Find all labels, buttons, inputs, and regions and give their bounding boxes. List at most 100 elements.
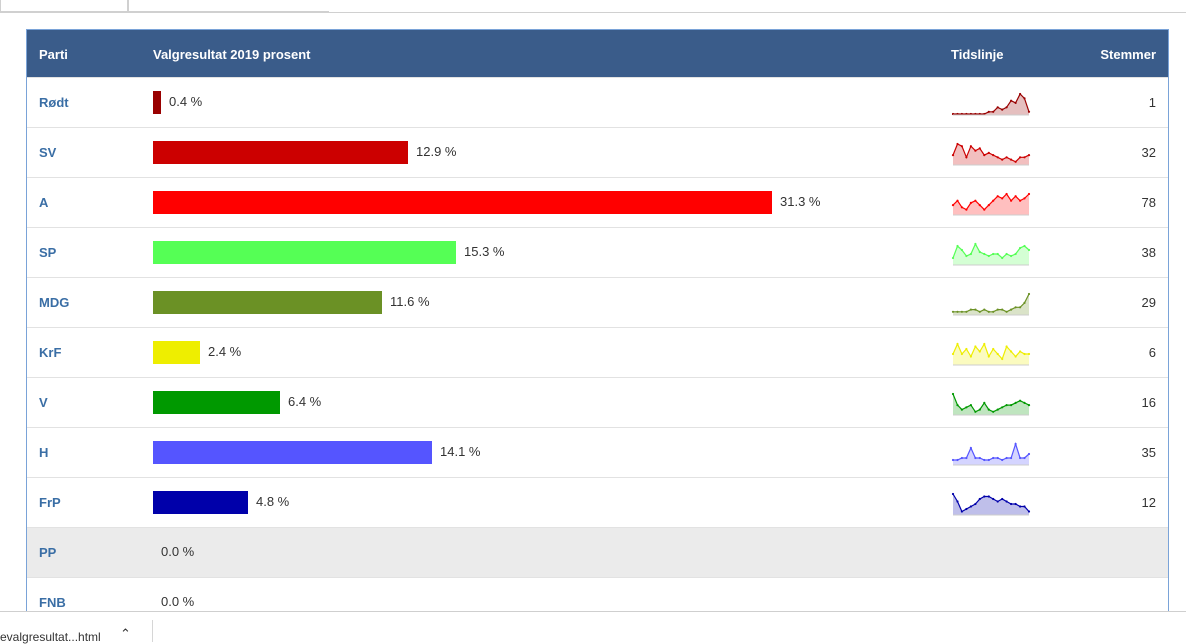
result-percent: 6.4 % [288, 394, 322, 409]
sparkline-point [1001, 357, 1004, 361]
sparkline-point [1010, 99, 1013, 102]
sparkline-point [992, 110, 995, 113]
sparkline-point [951, 204, 955, 207]
sparkline-point [992, 154, 995, 157]
sparkline-point [978, 147, 981, 150]
vote-count: 6 [1148, 345, 1156, 360]
party-link[interactable]: H [39, 445, 49, 460]
result-bar [153, 91, 161, 114]
tab-1[interactable] [0, 0, 128, 12]
sparkline-area [953, 444, 1029, 465]
party-link[interactable]: KrF [39, 345, 62, 360]
table-row: SP 15.3 % 38 [27, 227, 1168, 277]
sparkline-point [996, 500, 999, 503]
sparkline-point [1019, 246, 1022, 250]
timeline-sparkline [951, 92, 1031, 116]
sparkline-point [969, 355, 972, 358]
sparkline-point [1019, 350, 1022, 353]
sparkline-point [1010, 456, 1013, 460]
party-link[interactable]: SV [39, 145, 57, 160]
sparkline-point [1010, 254, 1013, 258]
party-link[interactable]: SP [39, 245, 57, 260]
party-link[interactable]: A [39, 195, 49, 210]
sparkline-point [1010, 199, 1013, 202]
sparkline-point [1023, 301, 1026, 304]
timeline-sparkline [951, 442, 1031, 466]
sparkline-point [965, 456, 968, 460]
sparkline-point [960, 206, 963, 209]
result-bar [153, 391, 280, 414]
sparkline-point [996, 252, 999, 256]
sparkline-point [1027, 192, 1031, 196]
sparkline-point [983, 154, 986, 157]
sparkline-point [992, 252, 995, 256]
sparkline-point [983, 308, 986, 311]
sparkline-point [1019, 306, 1022, 309]
party-link[interactable]: FrP [39, 495, 61, 510]
result-bar [153, 291, 382, 314]
sparkline-point [1027, 352, 1031, 356]
sparkline-area [953, 194, 1029, 215]
sparkline-point [992, 347, 995, 351]
sparkline-point [1019, 456, 1022, 460]
sparkline-point [1023, 456, 1026, 460]
sparkline-point [1019, 156, 1022, 159]
sparkline-point [1014, 502, 1017, 506]
sparkline-point [1001, 458, 1004, 462]
result-percent: 15.3 % [464, 244, 505, 259]
sparkline-point [956, 500, 959, 503]
sparkline-point [996, 308, 999, 311]
sparkline-point [974, 502, 977, 506]
sparkline-point [983, 495, 986, 498]
sparkline-point [960, 145, 963, 148]
sparkline-point [987, 408, 990, 411]
sparkline-point [1023, 156, 1026, 159]
sparkline-point [1005, 252, 1008, 256]
chevron-up-icon[interactable]: ⌃ [120, 626, 131, 641]
sparkline-point [983, 342, 986, 346]
sparkline-point [969, 145, 972, 148]
result-percent: 2.4 % [208, 344, 242, 359]
header-party: Parti [39, 47, 68, 62]
result-bar [153, 141, 408, 164]
party-link[interactable]: Rødt [39, 95, 69, 110]
table-row: V 6.4 % 16 [27, 377, 1168, 427]
sparkline-area [953, 244, 1029, 265]
sparkline-point [1014, 195, 1017, 198]
party-link[interactable]: FNB [39, 595, 66, 610]
result-percent: 0.0 % [161, 594, 195, 609]
sparkline-point [987, 110, 990, 113]
party-link[interactable]: PP [39, 545, 57, 560]
sparkline-point [1005, 156, 1008, 159]
sparkline-point [960, 248, 963, 252]
vote-count: 16 [1141, 395, 1156, 410]
sparkline-point [969, 252, 972, 256]
download-filename[interactable]: evalgresultat...html [0, 630, 101, 644]
timeline-sparkline [951, 292, 1031, 316]
party-link[interactable]: MDG [39, 295, 70, 310]
result-percent: 11.6 % [390, 294, 430, 309]
sparkline-point [1001, 256, 1004, 260]
sparkline-point [978, 350, 981, 353]
sparkline-point [978, 456, 981, 460]
sparkline-point [965, 507, 968, 511]
sparkline-point [965, 406, 968, 409]
vote-count: 35 [1141, 445, 1156, 460]
sparkline-point [960, 352, 963, 356]
sparkline-point [951, 310, 955, 313]
sparkline-point [1001, 197, 1004, 200]
sparkline-point [978, 204, 981, 207]
header-timeline: Tidslinje [951, 47, 1004, 62]
sparkline-point [974, 410, 977, 413]
sparkline-point [1005, 500, 1008, 503]
result-bar [153, 491, 248, 514]
sparkline-point [987, 151, 990, 154]
party-link[interactable]: V [39, 395, 48, 410]
sparkline-point [983, 401, 986, 404]
sparkline-point [992, 410, 995, 413]
sparkline-point [965, 310, 968, 313]
sparkline-area [953, 394, 1029, 415]
sparkline-point [960, 456, 963, 460]
tab-2[interactable] [128, 0, 329, 12]
sparkline-line [952, 342, 1029, 361]
